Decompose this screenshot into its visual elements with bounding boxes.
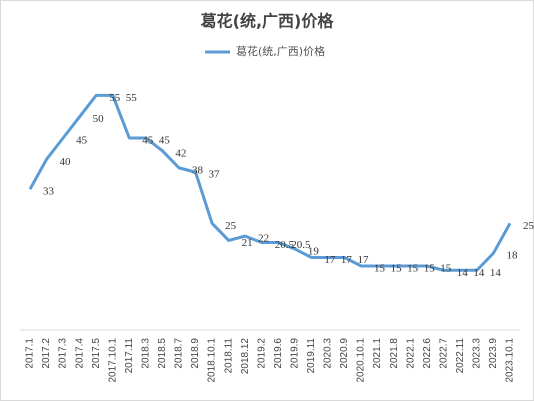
data-label: 45 (76, 135, 88, 147)
x-tick-label: 2018.7 (174, 338, 185, 369)
x-tick-label: 2018.9 (190, 338, 201, 369)
x-tick-label: 2018.10.1 (207, 338, 218, 383)
x-tick-label: 2023.10.1 (505, 338, 516, 383)
x-tick-label: 2023.3 (472, 338, 483, 369)
data-label: 42 (175, 147, 186, 159)
data-label: 17 (357, 254, 369, 266)
data-label: 45 (142, 135, 154, 147)
x-tick-label: 2017.2 (41, 338, 52, 369)
x-tick-label: 2022.11 (455, 338, 466, 374)
data-label: 15 (391, 263, 403, 275)
x-tick-label: 2017.5 (91, 338, 102, 369)
legend-label: 葛花(统,广西)价格 (236, 44, 325, 58)
data-label: 25 (523, 220, 534, 232)
data-label: 55 (126, 92, 138, 104)
data-label: 37 (209, 169, 221, 181)
x-tick-label: 2023.9 (488, 338, 499, 369)
data-label: 50 (93, 113, 105, 125)
data-label: 17 (324, 254, 336, 266)
x-tick-label: 2021.1 (372, 338, 383, 369)
x-tick-label: 2018.12 (240, 338, 251, 375)
x-tick-label: 2017.3 (58, 338, 69, 369)
data-label: 14 (490, 267, 502, 279)
data-label: 14 (457, 267, 469, 279)
x-tick-label: 2017.10.1 (107, 338, 118, 383)
x-tick-label: 2019.2 (256, 338, 267, 369)
x-tick-label: 2017.1 (25, 338, 36, 369)
data-label: 20.5 (275, 239, 295, 251)
x-tick-label: 2021.8 (389, 338, 400, 369)
x-tick-label: 2022.1 (405, 338, 416, 369)
data-label: 21 (242, 237, 253, 249)
data-label: 15 (440, 263, 452, 275)
data-label: 17 (341, 254, 353, 266)
x-tick-label: 2017.11 (124, 338, 135, 374)
x-tick-label: 2019.6 (273, 338, 284, 369)
data-label: 18 (506, 250, 517, 262)
x-tick-label: 2018.5 (157, 338, 168, 369)
data-label: 22 (258, 233, 269, 245)
x-tick-label: 2020.10.1 (356, 338, 367, 383)
data-label: 38 (192, 164, 204, 176)
data-label: 45 (159, 135, 171, 147)
x-tick-label: 2022.7 (438, 338, 449, 369)
data-line (28, 93, 512, 272)
x-tick-label: 2020.9 (339, 338, 350, 369)
data-label: 15 (374, 263, 386, 275)
x-tick-label: 2018.11 (223, 338, 234, 374)
x-tick-label: 2022.6 (422, 338, 433, 369)
x-tick-label: 2020.3 (323, 338, 334, 369)
data-label: 19 (308, 245, 320, 257)
data-label: 55 (109, 92, 121, 104)
data-label: 25 (225, 220, 237, 232)
chart-title: 葛花(统,广西)价格 (201, 12, 335, 31)
data-label: 40 (60, 156, 72, 168)
data-label: 14 (473, 267, 485, 279)
data-label: 33 (43, 186, 55, 198)
data-label: 15 (424, 263, 436, 275)
x-tick-label: 2017.4 (74, 338, 85, 369)
x-tick-label: 2019.11 (306, 338, 317, 374)
data-label: 15 (407, 263, 419, 275)
x-tick-label: 2018.3 (141, 338, 152, 369)
data-label: 20.5 (291, 239, 311, 251)
x-tick-label: 2019.9 (289, 338, 300, 369)
